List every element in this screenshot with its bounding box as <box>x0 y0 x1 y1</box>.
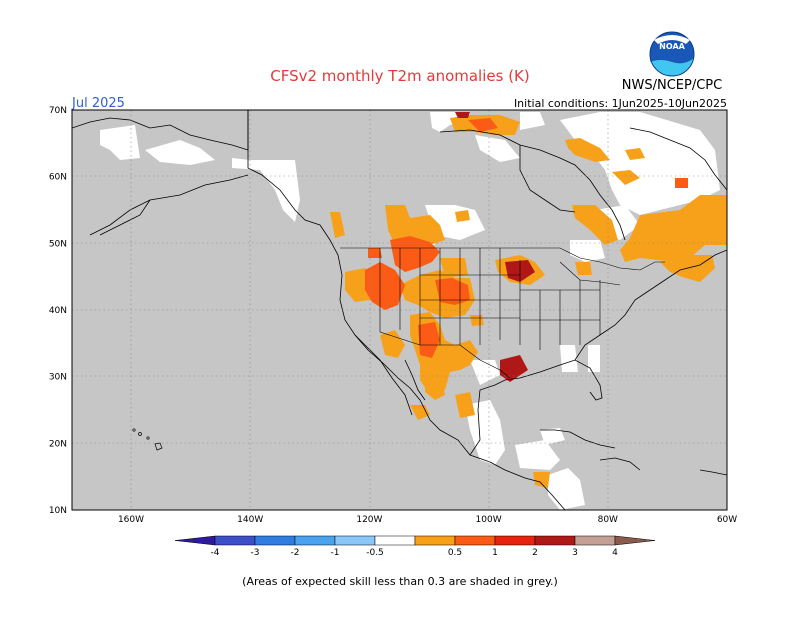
noaa-logo-text: NOAA <box>659 42 685 51</box>
colorbar-swatch <box>534 535 576 546</box>
hawaii-islands <box>132 428 163 451</box>
latitude-label: 50N <box>49 239 67 249</box>
colorbar-label: -0.5 <box>366 548 384 558</box>
colorbar-label: 4 <box>612 548 618 558</box>
political-borders <box>340 247 665 379</box>
longitude-label: 80W <box>598 515 618 525</box>
init-conditions-label: Initial conditions: 1Jun2025-10Jun2025 <box>514 97 727 110</box>
colorbar-swatch <box>374 535 416 546</box>
graticule <box>72 110 727 510</box>
colorbar-swatch <box>334 535 376 546</box>
colorbar-swatch <box>214 535 256 546</box>
latitude-label: 70N <box>49 106 67 116</box>
colorbar: -4 -3 -2 -1 -0.5 0.5 1 2 3 4 <box>174 535 656 558</box>
colorbar-label: -3 <box>251 548 260 558</box>
longitude-label: 60W <box>717 515 737 525</box>
map-area <box>72 110 727 510</box>
colorbar-label: -1 <box>331 548 340 558</box>
longitude-label: 100W <box>476 515 502 525</box>
latitude-labels: 70N 60N 50N 40N 30N 20N 10N <box>49 106 67 516</box>
colorbar-swatch <box>454 535 496 546</box>
agency-label: NWS/NCEP/CPC <box>622 78 722 93</box>
latitude-label: 40N <box>49 306 67 316</box>
colorbar-swatch <box>294 535 336 546</box>
coastlines <box>72 110 727 510</box>
latitude-label: 10N <box>49 506 67 516</box>
colorbar-label: 2 <box>532 548 538 558</box>
noaa-logo: NOAA <box>649 31 695 77</box>
longitude-label: 120W <box>356 515 382 525</box>
colorbar-label: 1 <box>492 548 498 558</box>
colorbar-label: -4 <box>211 548 220 558</box>
map-frame <box>71 109 728 511</box>
longitude-labels: 160W 140W 120W 100W 80W 60W <box>118 515 737 525</box>
colorbar-arrow-right <box>614 535 656 546</box>
latitude-label: 30N <box>49 373 67 383</box>
colorbar-swatch <box>494 535 536 546</box>
colorbar-swatch <box>574 535 616 546</box>
map-title: CFSv2 monthly T2m anomalies (K) <box>270 67 530 85</box>
footnote: (Areas of expected skill less than 0.3 a… <box>242 575 558 588</box>
colorbar-label: 3 <box>572 548 578 558</box>
colorbar-label: 0.5 <box>448 548 462 558</box>
red-orange-anomaly-patches <box>365 118 688 358</box>
longitude-label: 140W <box>237 515 263 525</box>
colorbar-swatch <box>254 535 296 546</box>
latitude-label: 60N <box>49 173 67 183</box>
colorbar-label: -2 <box>291 548 300 558</box>
colorbar-swatch <box>414 535 456 546</box>
longitude-label: 160W <box>118 515 144 525</box>
colorbar-arrow-left <box>174 535 216 546</box>
latitude-label: 20N <box>49 439 67 449</box>
month-label: Jul 2025 <box>71 96 125 111</box>
